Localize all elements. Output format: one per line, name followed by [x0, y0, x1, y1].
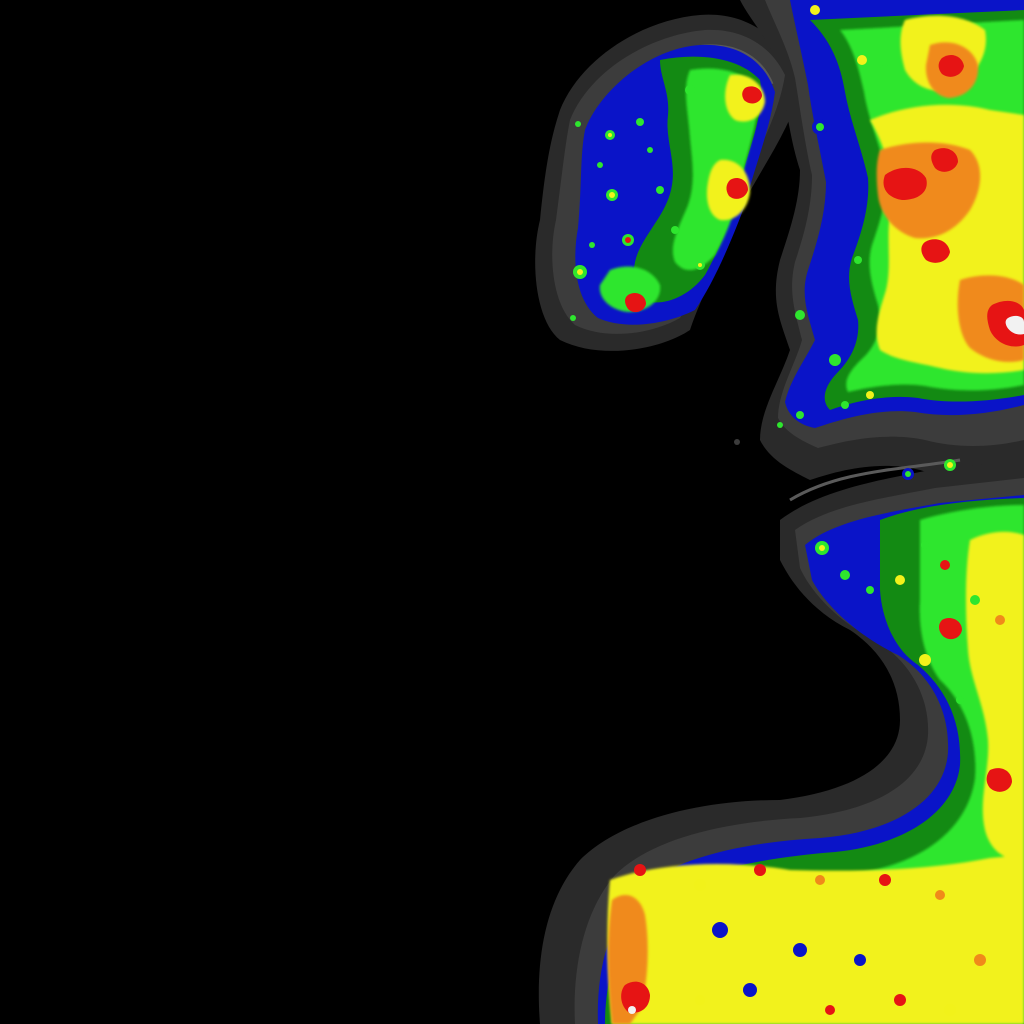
red-belfast [742, 86, 762, 104]
red-cork [625, 293, 646, 313]
white-london-core [1005, 315, 1024, 335]
red-manchester [883, 167, 927, 200]
red-leeds [931, 148, 958, 172]
france-towns [815, 459, 1005, 704]
red-london [987, 300, 1024, 347]
red-nantes [986, 768, 1012, 792]
red-newcastle [938, 54, 964, 77]
britain-towns [777, 5, 890, 428]
level-white-layer [628, 315, 1024, 1014]
level-red-layer [621, 54, 1024, 1013]
spain-towns [634, 864, 986, 1016]
isolated-light [734, 439, 740, 445]
red-rennes [939, 618, 962, 640]
spain-yellow [607, 855, 1024, 1024]
ireland-towns [570, 85, 705, 321]
town-dots-layer [570, 5, 1005, 1016]
red-dublin [726, 178, 748, 199]
red-bilbao [621, 981, 650, 1013]
red-birmingham [921, 239, 950, 263]
white-bilbao-core [628, 1006, 636, 1014]
